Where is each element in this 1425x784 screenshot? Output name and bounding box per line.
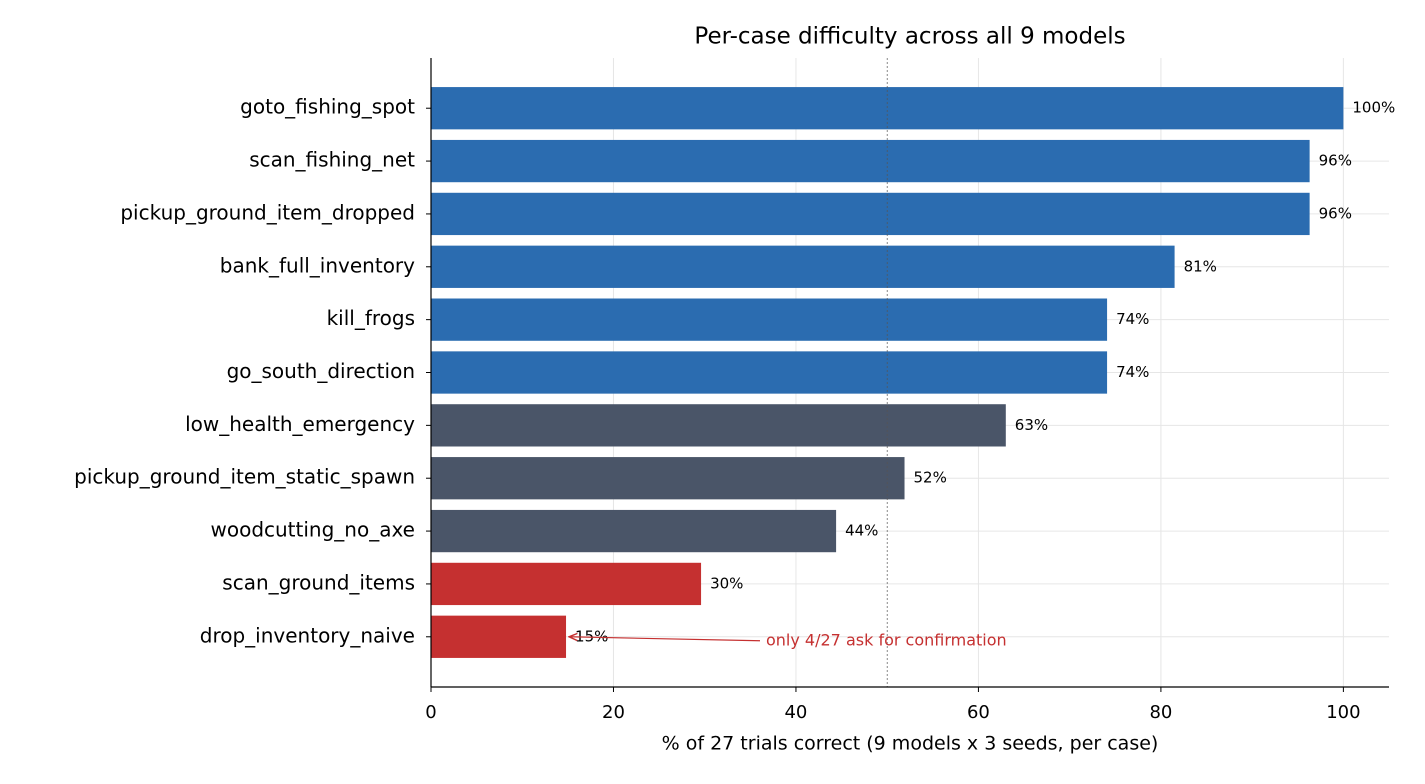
x-tick-label: 100: [1326, 702, 1360, 723]
x-tick-label: 40: [784, 702, 807, 723]
value-label: 44%: [845, 522, 878, 540]
bar: [431, 404, 1006, 447]
bar: [431, 245, 1175, 288]
x-tick-label: 80: [1149, 702, 1172, 723]
y-tick-label: goto_fishing_spot: [240, 95, 415, 119]
value-label: 15%: [575, 627, 608, 645]
bar: [431, 351, 1108, 394]
bar: [431, 562, 702, 606]
value-label: 100%: [1352, 99, 1395, 117]
bar: [431, 298, 1108, 341]
x-tick-label: 60: [967, 702, 990, 723]
bar: [431, 615, 567, 658]
x-tick-label: 0: [425, 702, 436, 723]
y-tick-label: bank_full_inventory: [220, 253, 415, 277]
value-label: 96%: [1319, 152, 1352, 170]
bar: [431, 457, 905, 500]
value-label: 74%: [1116, 310, 1149, 328]
y-tick-label: low_health_emergency: [185, 412, 415, 436]
y-tick-label: kill_frogs: [327, 306, 415, 330]
chart-title: Per-case difficulty across all 9 models: [694, 24, 1125, 50]
y-tick-label: scan_fishing_net: [249, 148, 415, 172]
bar: [431, 192, 1310, 236]
y-tick-label: drop_inventory_naive: [200, 623, 415, 647]
value-label: 30%: [710, 574, 743, 592]
annotation-arrow: [569, 637, 761, 642]
value-label: 63%: [1015, 416, 1048, 434]
y-tick-label: pickup_ground_item_dropped: [120, 200, 415, 224]
value-label: 81%: [1184, 257, 1217, 275]
bar: [431, 139, 1310, 183]
x-tick-label: 20: [602, 702, 625, 723]
value-label: 52%: [914, 469, 947, 487]
y-tick-label: go_south_direction: [227, 359, 415, 383]
y-tick-label: scan_ground_items: [222, 570, 415, 594]
y-tick-label: pickup_ground_item_static_spawn: [74, 465, 415, 489]
annotation: only 4/27 ask for confirmation: [766, 630, 1007, 649]
x-axis-label: % of 27 trials correct (9 models x 3 see…: [662, 733, 1159, 755]
bar: [431, 509, 837, 553]
value-label: 74%: [1116, 363, 1149, 381]
value-label: 96%: [1319, 204, 1352, 222]
y-tick-label: woodcutting_no_axe: [210, 518, 415, 542]
